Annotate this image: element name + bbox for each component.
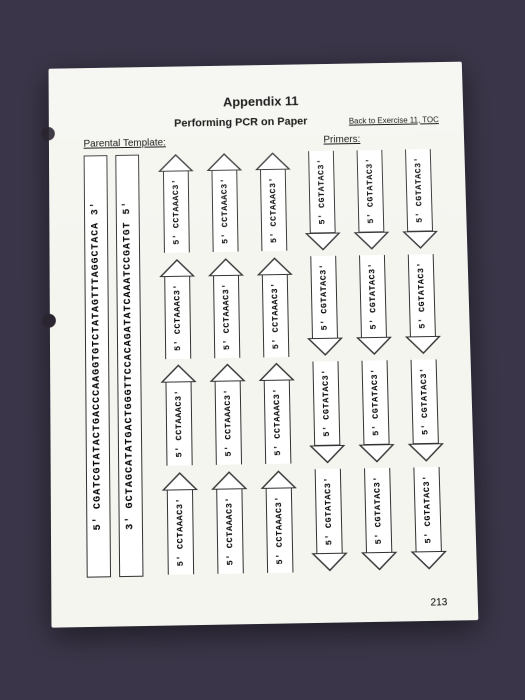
primer-label: 5' CGTATAC3' (413, 467, 442, 552)
primer-forward-arrow: 5' CCTAAAC3' (252, 256, 299, 357)
primer-label: 5' CCTAAAC3' (213, 274, 240, 358)
template-strand-1: 5' CGATCGTATACTGACCCAAGGTGTCTATAGTTTAGGC… (84, 155, 111, 578)
template-strand-2: 3' GCTAGCATATGACTGGGTTCCACAGATATCAAATCCG… (115, 155, 143, 578)
page-number: 213 (430, 597, 447, 609)
primer-forward-arrow: 5' CCTAAAC3' (153, 154, 199, 253)
arrow-head-icon (311, 553, 348, 572)
primer-reverse-arrow: 5' CGTATAC3' (302, 361, 349, 463)
arrow-head-icon (258, 362, 294, 381)
primer-label: 5' CGTATAC3' (312, 362, 340, 446)
primer-forward-arrow: 5' CCTAAAC3' (255, 469, 302, 572)
primer-label: 5' CCTAAAC3' (214, 380, 241, 465)
primer-reverse-arrow: 5' CGTATAC3' (349, 255, 396, 356)
arrow-head-icon (304, 232, 340, 250)
primer-forward-arrow: 5' CCTAAAC3' (253, 362, 300, 464)
primer-forward-arrow: 5' CCTAAAC3' (154, 258, 200, 359)
primer-reverse-arrow: 5' CGTATAC3' (398, 254, 446, 355)
arrow-head-icon (355, 337, 391, 356)
primer-reverse-arrow: 5' CGTATAC3' (347, 150, 394, 249)
arrow-head-icon (309, 444, 346, 463)
primer-forward-arrow: 5' CCTAAAC3' (204, 363, 251, 465)
arrow-head-icon (210, 470, 247, 489)
arrow-head-icon (209, 363, 245, 382)
primer-label: 5' CCTAAAC3' (261, 273, 288, 356)
arrow-head-icon (161, 471, 198, 490)
primer-label: 5' CCTAAAC3' (165, 381, 192, 466)
binder-hole (42, 314, 56, 328)
arrow-head-icon (157, 154, 193, 172)
page-title: Appendix 11 (83, 91, 438, 112)
back-link[interactable]: Back to Exercise 11, TOC (349, 115, 439, 125)
primer-reverse-arrow: 5' CGTATAC3' (305, 469, 353, 572)
arrow-head-icon (410, 551, 447, 570)
binder-hole (41, 127, 55, 141)
arrow-head-icon (159, 258, 195, 276)
primer-label: 5' CCTAAAC3' (216, 488, 244, 574)
arrow-head-icon (206, 153, 242, 171)
content-area: 5' CGATCGTATACTGACCCAAGGTGTCTATAGTTTAGGC… (84, 149, 452, 575)
arrow-head-icon (402, 230, 438, 248)
primer-reverse-arrow: 5' CGTATAC3' (298, 151, 345, 250)
primer-reverse-arrow: 5' CGTATAC3' (352, 361, 400, 463)
arrow-head-icon (160, 364, 196, 383)
primer-reverse-arrow: 5' CGTATAC3' (403, 467, 451, 570)
primer-label: 5' CGTATAC3' (359, 255, 387, 338)
primer-label: 5' CGTATAC3' (364, 468, 392, 553)
primer-label: 5' CGTATAC3' (405, 150, 433, 232)
arrow-head-icon (360, 552, 397, 571)
primer-label: 5' CGTATAC3' (308, 151, 336, 233)
primer-label: 5' CCTAAAC3' (211, 170, 238, 252)
primer-label: 5' CCTAAAC3' (263, 379, 291, 464)
primer-reverse-arrow: 5' CGTATAC3' (395, 149, 442, 248)
worksheet-page: Appendix 11 Performing PCR on Paper Back… (49, 62, 479, 628)
section-labels: Parental Template: Primers: (84, 133, 440, 150)
primer-reverse-arrow: 5' CGTATAC3' (401, 360, 449, 462)
primer-label: 5' CGTATAC3' (314, 469, 342, 554)
arrow-head-icon (404, 336, 440, 355)
arrow-head-icon (306, 338, 342, 357)
primer-label: 5' CCTAAAC3' (162, 170, 189, 252)
arrow-head-icon (353, 231, 389, 249)
primer-label: 5' CCTAAAC3' (164, 275, 191, 359)
primer-reverse-arrow: 5' CGTATAC3' (354, 468, 402, 571)
subtitle-row: Performing PCR on Paper Back to Exercise… (83, 113, 439, 131)
primer-label: 5' CGTATAC3' (410, 360, 438, 444)
primer-label: 5' CGTATAC3' (361, 361, 389, 445)
arrow-head-icon (207, 257, 243, 275)
primer-label: 5' CCTAAAC3' (166, 489, 193, 575)
arrow-head-icon (260, 470, 297, 489)
primer-forward-arrow: 5' CCTAAAC3' (203, 257, 249, 358)
primer-label: 5' CCTAAAC3' (265, 487, 293, 573)
arrow-head-icon (254, 152, 290, 170)
primers-label: Primers: (323, 134, 360, 145)
primer-reverse-arrow: 5' CGTATAC3' (300, 256, 347, 357)
primer-forward-arrow: 5' CCTAAAC3' (201, 153, 247, 252)
primer-label: 5' CGTATAC3' (407, 254, 435, 337)
page-subtitle: Performing PCR on Paper (133, 115, 349, 130)
arrow-head-icon (358, 444, 395, 463)
arrow-head-icon (256, 257, 292, 275)
parental-label: Parental Template: (84, 138, 166, 150)
primer-forward-arrow: 5' CCTAAAC3' (155, 364, 201, 466)
primer-label: 5' CGTATAC3' (356, 150, 384, 232)
primer-forward-arrow: 5' CCTAAAC3' (206, 470, 253, 573)
primer-label: 5' CGTATAC3' (310, 256, 338, 339)
primers-grid: 5' CCTAAAC3' 5' CCTAAAC3' 5' CCTAAAC3' 5' C… (147, 149, 452, 574)
primer-label: 5' CCTAAAC3' (259, 169, 286, 251)
primer-forward-arrow: 5' CCTAAAC3' (156, 471, 203, 574)
primer-forward-arrow: 5' CCTAAAC3' (250, 152, 296, 251)
arrow-head-icon (407, 443, 444, 462)
